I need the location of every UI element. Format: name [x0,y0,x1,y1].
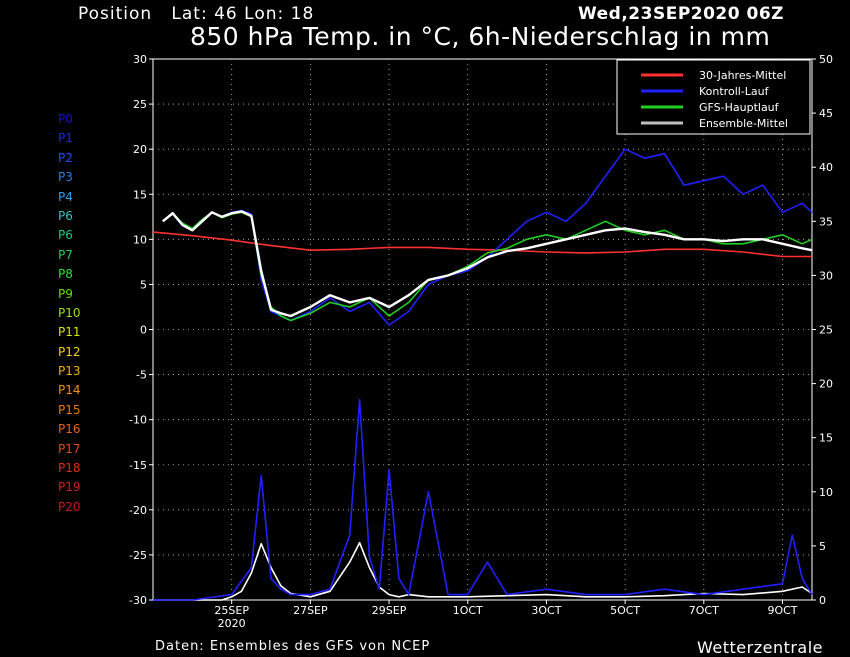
legend-label: GFS-Hauptlauf [699,101,780,114]
tick-label-x: 1OCT [453,604,483,617]
tick-label-left: 0 [140,324,147,337]
series-line-1 [162,148,813,326]
brand-label: Wetterzentrale [697,638,824,657]
tick-label-right: 50 [819,53,833,66]
tick-label-left: 30 [133,53,147,66]
member-label: P11 [58,325,81,340]
tick-label-right: 20 [819,378,833,391]
series-line-5 [153,398,813,601]
tick-label-x: 25SEP [214,604,249,617]
tick-label-right: 35 [819,215,833,228]
tick-label-left: -30 [129,594,147,607]
series-line-3 [162,210,813,318]
lat-label: Lat: 46 [171,4,238,24]
member-label: P8 [58,267,73,282]
member-label: P6 [58,208,73,223]
member-label: P16 [58,422,81,437]
tick-label-x: 3OCT [531,604,561,617]
tick-label-right: 25 [819,324,833,337]
tick-label-left: -15 [129,459,147,472]
member-label: P6 [58,228,73,243]
tick-label-left: -5 [136,369,147,382]
tick-sublabel-x: 2020 [218,617,246,630]
y-axis-left: 30 25 20 15 10 5 0 -5 -10 -15 -20 -25 -30 [129,53,147,607]
member-label: P4 [58,189,73,204]
tick-label-right: 30 [819,269,833,282]
grid [149,58,816,604]
member-list: P0 P1 P2 P3 P4 P6 P6 P7 P8 P9 P10 P11 P12 P13 P14 P15 P1… [58,110,81,517]
member-label: P20 [58,499,81,514]
tick-label-left: 15 [133,188,147,201]
member-label: P12 [58,344,81,359]
member-label: P2 [58,150,73,165]
tick-label-left: -20 [129,504,147,517]
tick-label-x: 27SEP [293,604,328,617]
tick-label-right: 0 [819,594,826,607]
series-layer [152,148,813,601]
tick-label-left: 25 [133,98,147,111]
tick-label-left: 5 [140,278,147,291]
legend-label: Kontroll-Lauf [699,85,770,98]
tick-label-x: 29SEP [372,604,407,617]
member-label: P9 [58,286,73,301]
member-label: P0 [58,112,73,126]
position-readout: Position Lat: 46 Lon: 18 [78,4,314,24]
member-label: P1 [58,131,73,146]
member-label: P19 [58,480,81,495]
member-label: P13 [58,364,81,379]
data-source: Daten: Ensembles des GFS von NCEP [155,639,431,654]
lon-label: Lon: 18 [244,4,315,24]
tick-label-right: 10 [819,486,833,499]
legend-label: Ensemble-Mittel [699,117,788,130]
tick-label-left: -10 [129,414,147,427]
member-label: P17 [58,441,81,456]
run-date: Wed,23SEP2020 06Z [578,4,784,24]
tick-label-x: 7OCT [689,604,719,617]
tick-label-right: 40 [819,161,833,174]
member-label: P7 [58,247,73,262]
tick-label-right: 45 [819,107,833,120]
chart-title: 850 hPa Temp. in °C, 6h-Niederschlag in … [190,22,771,51]
tick-label-x: 5OCT [610,604,640,617]
legend: 30-Jahres-Mittel Kontroll-Lauf GFS-Hauptla… [616,59,811,135]
tick-label-left: -25 [129,549,147,562]
member-label: P15 [58,402,81,417]
tick-label-right: 15 [819,432,833,445]
position-label: Position [78,4,153,24]
tick-label-right: 5 [819,540,826,553]
member-label: P18 [58,461,81,476]
tick-label-left: 20 [133,143,147,156]
series-line-0 [152,231,812,258]
member-label: P14 [58,383,81,398]
member-label: P10 [58,305,81,320]
member-label: P3 [58,170,73,185]
tick-label-x: 9OCT [767,604,797,617]
legend-label: 30-Jahres-Mittel [699,69,786,82]
tick-label-left: 10 [133,233,147,246]
